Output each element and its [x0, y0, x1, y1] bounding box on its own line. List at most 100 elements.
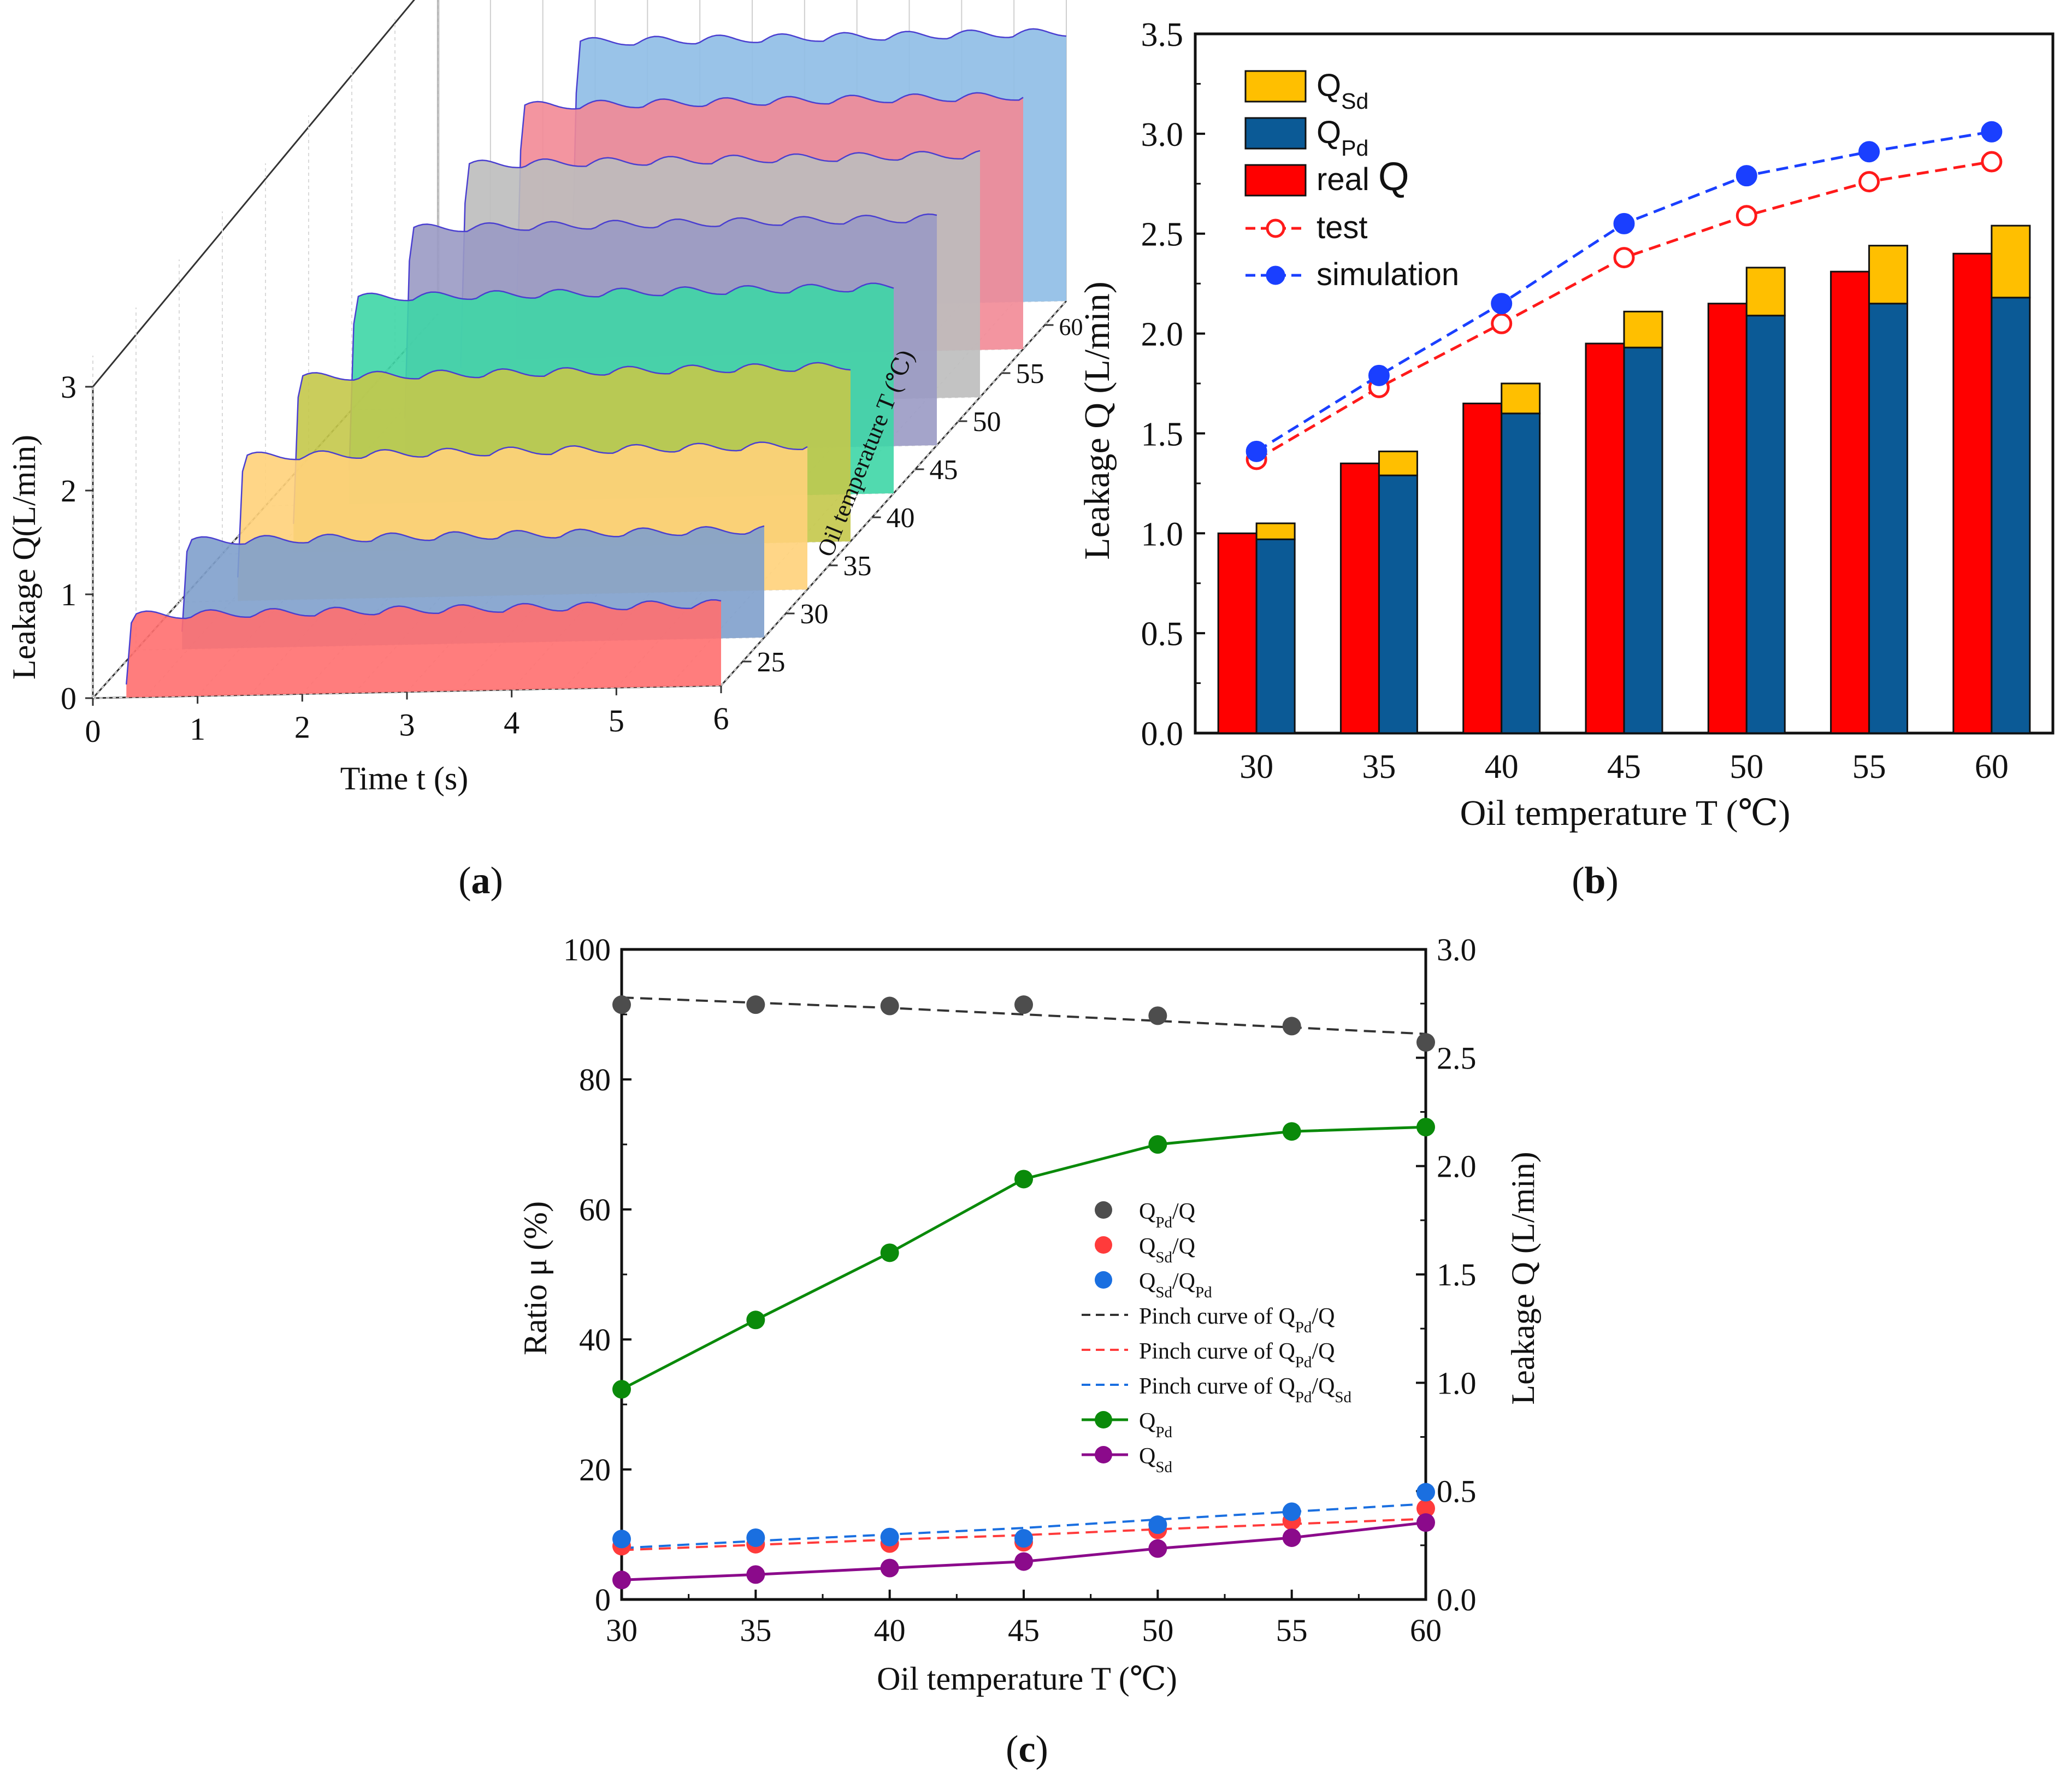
panel-b-y-axis-title: Leakage Q (L/min): [1077, 281, 1117, 559]
a-series-line: [237, 441, 808, 578]
c-legend-label-part: Q: [1139, 1269, 1155, 1294]
c-yr-tick-label: 1.0: [1437, 1365, 1477, 1401]
panel-c-label-open: (: [1006, 1728, 1018, 1770]
panel-a-label-letter: a: [471, 860, 491, 902]
b-bar-qpd: [1255, 538, 1296, 734]
panel-b-label-open: (: [1572, 860, 1584, 902]
c-legend-marker: [1095, 1201, 1112, 1219]
c-yl-tick-label: 40: [579, 1322, 611, 1357]
b-bar-qsd: [1868, 245, 1909, 305]
b-y-tick-label: 0.5: [1141, 616, 1184, 653]
a-y-tick-label: 2: [61, 473, 76, 509]
b-legend-label-sim-part: simulation: [1317, 257, 1459, 292]
b-simulation-marker: [1735, 165, 1757, 187]
c-marker-qsd: [746, 1565, 765, 1584]
b-x-tick-label: 30: [1239, 748, 1273, 786]
c-yr-tick-label: 2.5: [1437, 1040, 1477, 1076]
c-marker-qpd: [1014, 1170, 1033, 1189]
c-marker-qpd: [1416, 1118, 1435, 1137]
c-legend-label-part: Sd: [1155, 1284, 1172, 1301]
c-legend-marker: [1095, 1271, 1112, 1289]
c-marker-qsd: [1148, 1539, 1167, 1558]
b-test-marker: [1981, 151, 2003, 173]
panel-b-tick-labels: 0.0 0.5 1.0 1.5 2.0 2.5 3.0 3.5 30 35 40 45 50 55 60: [1141, 16, 2009, 786]
panel-a-label-open: (: [458, 860, 471, 902]
c-yr-tick-label: 0.0: [1437, 1582, 1477, 1617]
panel-b-bars: [1217, 225, 2031, 734]
b-x-tick-label: 35: [1362, 748, 1396, 786]
b-y-tick-label: 1.5: [1141, 416, 1184, 453]
b-y-tick-label: 1.0: [1141, 516, 1184, 553]
c-marker-qpd: [746, 1310, 765, 1330]
a-y-tick-label: 1: [61, 577, 76, 612]
c-yl-tick-label: 100: [563, 932, 611, 967]
c-marker-qpd: [880, 1243, 899, 1262]
a-series-line: [460, 150, 981, 368]
b-test-marker: [1735, 205, 1757, 227]
c-x-tick-label: 60: [1410, 1613, 1442, 1648]
c-legend-label-part: Pd: [1295, 1389, 1312, 1406]
b-legend-label-real-part: Q: [1378, 155, 1409, 199]
b-x-tick-label: 50: [1729, 748, 1763, 786]
c-legend-label-part: /Q: [1172, 1234, 1195, 1259]
a-x-tick-label: 0: [85, 713, 101, 749]
c-legend-label-part: /Q: [1312, 1304, 1335, 1329]
c-legend-label-part: Q: [1278, 1339, 1295, 1364]
b-legend-label-qsd-part: Sd: [1341, 88, 1368, 114]
a-y-tick-label: 3: [61, 369, 76, 405]
b-x-tick-label: 45: [1607, 748, 1641, 786]
a-z-tick-label: 30: [800, 599, 829, 630]
b-bar-qsd: [1378, 450, 1418, 476]
panel-c-tick-labels: 30 35 40 45 50 55 60 0 20 40 60 80 100 0.0 0.5 1.0 1.5 2.…: [563, 932, 1477, 1648]
c-legend-label-part: Pd: [1155, 1214, 1172, 1231]
c-marker-sdpd: [880, 1527, 899, 1546]
c-legend-marker: [1095, 1411, 1112, 1428]
c-marker-qsd: [1014, 1552, 1033, 1571]
b-simulation-marker: [1368, 364, 1390, 386]
c-legend-label: QSd/Q: [1139, 1234, 1195, 1266]
c-yr-tick-label: 2.0: [1437, 1149, 1477, 1184]
b-bar-qpd: [1501, 412, 1541, 734]
c-yl-tick-label: 20: [579, 1452, 611, 1487]
a-y-tick-label: 0: [61, 681, 76, 716]
c-marker-pdq: [746, 995, 765, 1014]
a-z-tick-label: 25: [757, 647, 786, 678]
c-marker-pdq: [1148, 1006, 1167, 1025]
c-legend-label: Pinch curve of QPd/Q: [1139, 1304, 1335, 1336]
b-legend-label-qpd-part: Pd: [1341, 135, 1368, 161]
c-legend-label-part: Q: [1139, 1199, 1155, 1224]
c-yr-tick-label: 1.5: [1437, 1257, 1477, 1292]
a-z-tick-label: 45: [930, 454, 958, 486]
c-legend-label-part: Q: [1139, 1409, 1155, 1434]
c-legend-label-part: Pd: [1295, 1354, 1312, 1371]
panel-c-plot-frame: [620, 948, 1427, 1601]
b-legend-swatch-qpd: [1244, 117, 1307, 150]
a-series-line: [571, 28, 1067, 267]
c-marker-sdpd: [1148, 1515, 1167, 1534]
b-legend-label-sim: simulation: [1317, 257, 1459, 292]
b-bar-qsd: [1991, 225, 2031, 299]
c-x-tick-label: 55: [1276, 1613, 1308, 1648]
c-x-tick-label: 30: [606, 1613, 637, 1648]
a-frame-edge: [92, 0, 415, 387]
c-legend-label-part: Sd: [1155, 1249, 1172, 1266]
panel-a-series-group: [126, 28, 1067, 698]
b-simulation-marker: [1981, 121, 2003, 143]
c-legend-label: Pinch curve of QPd/Q: [1139, 1339, 1335, 1371]
c-x-tick-label: 40: [874, 1613, 906, 1648]
b-legend-swatch-real: [1244, 164, 1307, 197]
b-test-marker: [1613, 247, 1635, 269]
c-yl-tick-label: 0: [595, 1582, 611, 1617]
b-legend-swatch-qsd: [1244, 70, 1307, 103]
b-y-tick-label: 3.5: [1141, 16, 1184, 54]
c-marker-qpd: [1282, 1122, 1301, 1141]
b-legend-label-qsd-part: Q: [1317, 68, 1341, 103]
c-legend-label-part: /Q: [1312, 1339, 1335, 1364]
c-yl-tick-label: 80: [579, 1062, 611, 1097]
c-marker-pdq: [1416, 1033, 1435, 1052]
b-bar-real-q: [1217, 532, 1258, 734]
c-legend-label: QPd: [1139, 1409, 1172, 1441]
panel-c-label: (c): [1006, 1728, 1048, 1770]
